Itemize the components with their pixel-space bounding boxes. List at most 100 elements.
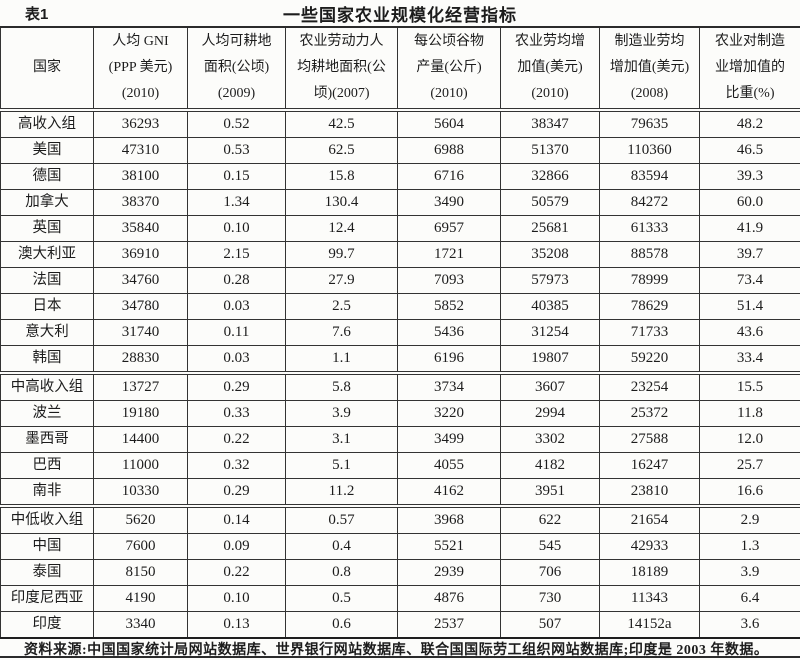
value-cell: 2.5 — [285, 293, 398, 320]
value-cell: 43.6 — [699, 319, 800, 346]
value-cell: 7093 — [397, 267, 501, 294]
country-row: 加拿大 38370 1.34 130.4 3490 50579 84272 60.0 — [0, 189, 800, 216]
value-cell: 21654 — [599, 504, 700, 534]
value-cell: 42933 — [599, 533, 700, 560]
value-cell: 15.8 — [285, 163, 398, 190]
table-header: 国家 人均 GNI (PPP 美元) (2010) 人均可耕地 面积(公顷) (20… — [0, 26, 800, 112]
country-row: 英国 35840 0.10 12.4 6957 25681 61333 41.9 — [0, 215, 800, 242]
value-cell: 12.0 — [699, 426, 800, 453]
value-cell: 88578 — [599, 241, 700, 268]
value-cell: 3340 — [93, 611, 188, 639]
value-cell: 84272 — [599, 189, 700, 216]
value-cell: 78999 — [599, 267, 700, 294]
value-cell: 6988 — [397, 137, 501, 164]
value-cell: 730 — [500, 585, 600, 612]
value-cell: 33.4 — [699, 345, 800, 374]
value-cell: 3951 — [500, 478, 600, 507]
table-number-label: 表1 — [25, 6, 49, 23]
country-cell: 法国 — [0, 267, 94, 294]
value-cell: 3734 — [397, 371, 501, 401]
value-cell: 78629 — [599, 293, 700, 320]
value-cell: 38347 — [500, 109, 600, 138]
value-cell: 4876 — [397, 585, 501, 612]
country-row: 意大利 31740 0.11 7.6 5436 31254 71733 43.6 — [0, 319, 800, 346]
value-cell: 0.52 — [187, 109, 286, 138]
value-cell: 12.4 — [285, 215, 398, 242]
value-cell: 62.5 — [285, 137, 398, 164]
value-cell: 0.22 — [187, 559, 286, 586]
value-cell: 46.5 — [699, 137, 800, 164]
value-cell: 0.5 — [285, 585, 398, 612]
value-cell: 1.3 — [699, 533, 800, 560]
country-cell: 巴西 — [0, 452, 94, 479]
value-cell: 545 — [500, 533, 600, 560]
value-cell: 57973 — [500, 267, 600, 294]
country-row: 法国 34760 0.28 27.9 7093 57973 78999 73.4 — [0, 267, 800, 294]
value-cell: 0.22 — [187, 426, 286, 453]
value-cell: 25.7 — [699, 452, 800, 479]
value-cell: 38370 — [93, 189, 188, 216]
value-cell: 0.6 — [285, 611, 398, 639]
value-cell: 110360 — [599, 137, 700, 164]
value-cell: 4162 — [397, 478, 501, 507]
value-cell: 3302 — [500, 426, 600, 453]
country-row: 墨西哥 14400 0.22 3.1 3499 3302 27588 12.0 — [0, 426, 800, 453]
country-row: 巴西 11000 0.32 5.1 4055 4182 16247 25.7 — [0, 452, 800, 479]
country-row: 韩国 28830 0.03 1.1 6196 19807 59220 33.4 — [0, 345, 800, 374]
country-row: 中国 7600 0.09 0.4 5521 545 42933 1.3 — [0, 533, 800, 560]
value-cell: 23810 — [599, 478, 700, 507]
value-cell: 59220 — [599, 345, 700, 374]
value-cell: 0.03 — [187, 345, 286, 374]
value-cell: 50579 — [500, 189, 600, 216]
column-header: 制造业劳均 增加值(美元) (2008) — [599, 26, 700, 112]
value-cell: 2.15 — [187, 241, 286, 268]
value-cell: 2939 — [397, 559, 501, 586]
value-cell: 34760 — [93, 267, 188, 294]
value-cell: 6.4 — [699, 585, 800, 612]
value-cell: 3220 — [397, 400, 501, 427]
country-cell: 中高收入组 — [0, 371, 94, 401]
value-cell: 31254 — [500, 319, 600, 346]
column-header: 农业对制造 业增加值的 比重(%) — [699, 26, 800, 112]
value-cell: 39.7 — [699, 241, 800, 268]
value-cell: 1721 — [397, 241, 501, 268]
country-cell: 中低收入组 — [0, 504, 94, 534]
value-cell: 23254 — [599, 371, 700, 401]
value-cell: 1.34 — [187, 189, 286, 216]
column-header: 国家 — [0, 26, 94, 112]
country-cell: 日本 — [0, 293, 94, 320]
value-cell: 36910 — [93, 241, 188, 268]
bottom-rule — [0, 656, 800, 658]
country-cell: 波兰 — [0, 400, 94, 427]
value-cell: 0.10 — [187, 215, 286, 242]
country-row: 印度 3340 0.13 0.6 2537 507 14152a 3.6 — [0, 611, 800, 639]
value-cell: 7.6 — [285, 319, 398, 346]
value-cell: 61333 — [599, 215, 700, 242]
country-row: 印度尼西亚 4190 0.10 0.5 4876 730 11343 6.4 — [0, 585, 800, 612]
value-cell: 0.14 — [187, 504, 286, 534]
value-cell: 51370 — [500, 137, 600, 164]
value-cell: 42.5 — [285, 109, 398, 138]
value-cell: 32866 — [500, 163, 600, 190]
country-row: 南非 10330 0.29 11.2 4162 3951 23810 16.6 — [0, 478, 800, 507]
value-cell: 25681 — [500, 215, 600, 242]
value-cell: 0.11 — [187, 319, 286, 346]
value-cell: 11000 — [93, 452, 188, 479]
country-cell: 墨西哥 — [0, 426, 94, 453]
value-cell: 706 — [500, 559, 600, 586]
group-row: 中低收入组 5620 0.14 0.57 3968 622 21654 2.9 — [0, 504, 800, 534]
country-cell: 德国 — [0, 163, 94, 190]
value-cell: 11343 — [599, 585, 700, 612]
value-cell: 3607 — [500, 371, 600, 401]
value-cell: 130.4 — [285, 189, 398, 216]
country-cell: 英国 — [0, 215, 94, 242]
value-cell: 14152a — [599, 611, 700, 639]
value-cell: 34780 — [93, 293, 188, 320]
country-row: 澳大利亚 36910 2.15 99.7 1721 35208 88578 39.7 — [0, 241, 800, 268]
value-cell: 2537 — [397, 611, 501, 639]
value-cell: 10330 — [93, 478, 188, 507]
value-cell: 5.8 — [285, 371, 398, 401]
country-cell: 中国 — [0, 533, 94, 560]
value-cell: 0.4 — [285, 533, 398, 560]
value-cell: 0.13 — [187, 611, 286, 639]
